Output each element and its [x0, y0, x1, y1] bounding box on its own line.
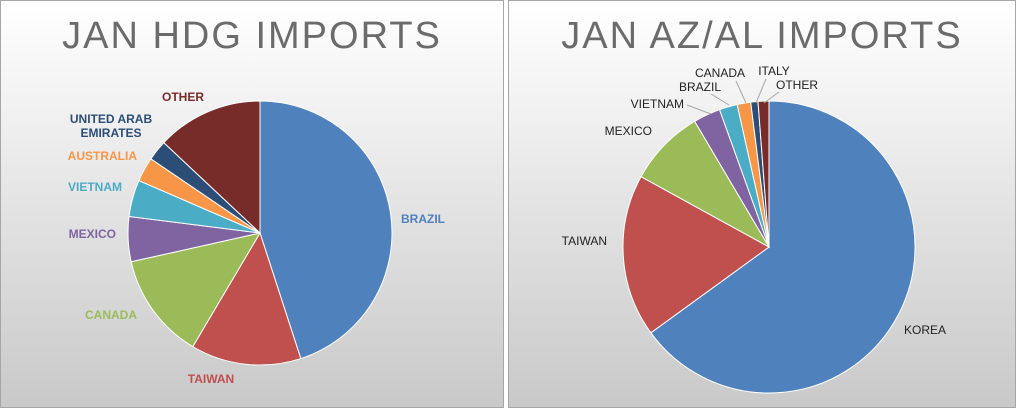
chart-title: JAN AZ/AL IMPORTS — [561, 15, 963, 57]
slice-label-canada: CANADA — [85, 308, 137, 322]
slice-label-mexico: MEXICO — [69, 227, 116, 241]
pie-slice-canada — [130, 232, 262, 348]
slice-label-brazil: BRAZIL — [679, 80, 721, 94]
slice-label-korea: KOREA — [904, 323, 946, 337]
leader-line — [755, 78, 767, 104]
chart-title: JAN HDG IMPORTS — [62, 15, 442, 57]
pie-slice-other — [163, 100, 261, 235]
slice-label-taiwan: TAIWAN — [188, 372, 234, 386]
hdg-pie-svg: BRAZIL TAIWAN CANADA MEXICO VIETNAM AUSTRALIA… — [68, 90, 445, 386]
pie-slice-korea — [650, 100, 916, 394]
azal-imports-chart: JAN AZ/AL IMPORTS KOREA TAIWAN MEXICO VIETN… — [508, 0, 1016, 408]
pie-slice-taiwan — [192, 231, 302, 366]
slice-label-mexico: MEXICO — [605, 124, 652, 138]
pie-slice-other — [757, 100, 770, 248]
leader-line — [735, 80, 747, 104]
slice-label-other: OTHER — [776, 78, 818, 92]
slice-label-brazil: BRAZIL — [401, 212, 445, 226]
slice-label-canada: CANADA — [695, 66, 745, 80]
slice-label-italy: ITALY — [758, 64, 790, 78]
slice-label-united-arab-emirates: UNITED ARAB EMIRATES — [70, 112, 153, 140]
slice-label-vietnam: VIETNAM — [68, 180, 122, 194]
slice-label-vietnam: VIETNAM — [631, 97, 684, 111]
slice-label-taiwan: TAIWAN — [562, 234, 607, 248]
pie-slice-brazil — [259, 100, 393, 360]
hdg-imports-chart: JAN HDG IMPORTS BRAZIL TAIWAN CANADA MEXICO… — [0, 0, 504, 408]
slice-label-other: OTHER — [162, 90, 204, 104]
leader-line — [686, 104, 712, 115]
leader-line — [763, 91, 780, 104]
leader-line — [710, 93, 730, 106]
pie-slice-taiwan — [622, 175, 770, 334]
slice-label-australia: AUSTRALIA — [68, 149, 138, 163]
